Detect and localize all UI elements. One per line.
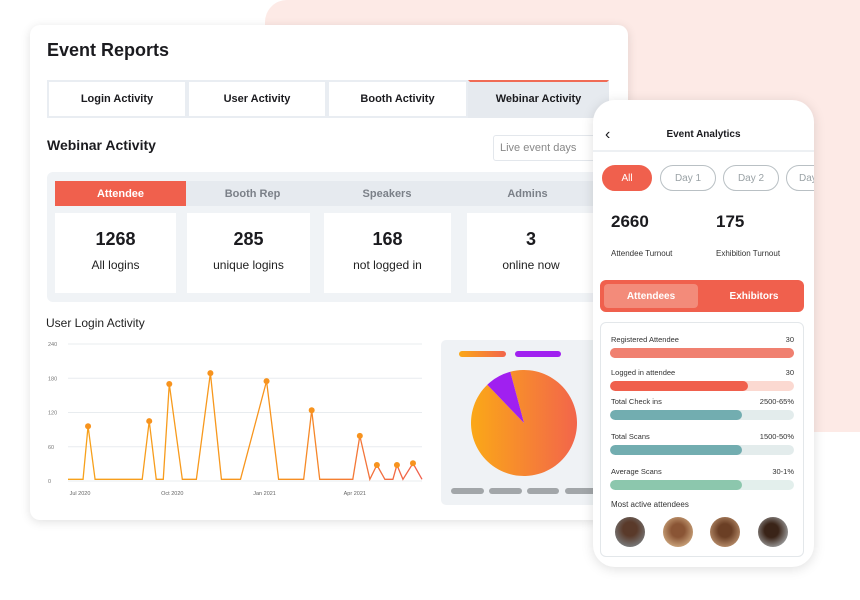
metric-label: Registered Attendee (611, 335, 679, 344)
avatar[interactable] (758, 517, 788, 547)
pie-slice (487, 371, 524, 423)
stat-value: 285 (233, 229, 264, 249)
metric-progress-bar (610, 348, 794, 358)
stat-value: 1268 (95, 229, 136, 249)
metric-value: 30-1% (772, 467, 794, 476)
user-login-line-chart: 0 60 120 180 240 Jul 2020 Oct 2020 Jan 2021 Apr … (48, 342, 423, 497)
toggle-attendees[interactable]: Attendees (604, 284, 698, 308)
metric-progress-bar (610, 381, 794, 391)
toggle-exhibitors[interactable]: Exhibitors (729, 290, 779, 302)
y-tick-label: 60 (48, 445, 54, 451)
metric-label: Average Scans (611, 467, 662, 476)
stat-card: 168 not logged in (324, 213, 451, 293)
most-active-label: Most active attendees (611, 500, 689, 509)
x-tick-label: Jul 2020 (70, 491, 91, 497)
tab-webinar-activity[interactable]: Webinar Activity (468, 80, 609, 118)
y-tick-label: 120 (48, 411, 57, 417)
data-point (263, 378, 270, 385)
stat-card: 1268 All logins (55, 213, 176, 293)
x-tick-label: Oct 2020 (161, 491, 183, 497)
metric-progress-bar (610, 480, 794, 490)
metrics-card (600, 322, 804, 557)
stat-card: 285 unique logins (187, 213, 310, 293)
dropdown-value: Live event days (500, 142, 577, 154)
avatar[interactable] (615, 517, 645, 547)
metric-value: 30 (785, 335, 794, 344)
data-point (166, 380, 173, 387)
tab-login-activity[interactable]: Login Activity (47, 80, 187, 118)
x-tick-label: Jan 2021 (253, 491, 276, 497)
label-placeholder (451, 488, 484, 494)
avatar[interactable] (710, 517, 740, 547)
attendee-turnout-value: 2660 (611, 212, 649, 231)
metric-value: 30 (785, 368, 794, 377)
stat-label: All logins (91, 258, 140, 272)
pill-day-3[interactable]: Day 3 (786, 165, 814, 191)
metric-label: Total Scans (611, 432, 650, 441)
y-tick-label: 180 (48, 376, 57, 382)
legend-swatch-purple (515, 351, 561, 357)
stat-label: not logged in (353, 258, 422, 272)
metric-value: 2500-65% (759, 397, 794, 406)
exhibition-turnout-value: 175 (716, 212, 745, 231)
attendee-turnout-label: Attendee Turnout (611, 249, 673, 258)
data-point (409, 460, 416, 467)
metric-label: Total Check ins (611, 397, 662, 406)
metric-value: 1500-50% (759, 432, 794, 441)
tab-booth-activity[interactable]: Booth Activity (327, 80, 468, 118)
metric-progress-bar (610, 445, 794, 455)
metric-progress-fill (610, 381, 748, 391)
page-title: Event Reports (47, 40, 170, 60)
metric-progress-bar (610, 410, 794, 420)
avatar[interactable] (663, 517, 693, 547)
data-point (308, 407, 315, 414)
tab-user-activity[interactable]: User Activity (187, 80, 327, 118)
data-point (146, 418, 153, 425)
phone-title: Event Analytics (666, 129, 741, 140)
stat-card: 3 online now (467, 213, 595, 293)
metric-progress-fill (610, 410, 743, 420)
metric-progress-fill (610, 445, 743, 455)
login-series-line (68, 373, 423, 482)
pill-all[interactable]: All (602, 165, 652, 191)
pie-chart (451, 351, 598, 494)
data-point (356, 432, 363, 439)
stat-label: unique logins (213, 258, 284, 272)
subtab-attendee[interactable]: Attendee (55, 181, 186, 206)
label-placeholder (527, 488, 559, 494)
pill-day-2[interactable]: Day 2 (723, 165, 779, 191)
data-point (207, 370, 214, 377)
label-placeholder (565, 488, 598, 494)
label-placeholder (489, 488, 522, 494)
data-point (373, 462, 380, 469)
divider (593, 150, 814, 152)
subtab-admins[interactable]: Admins (455, 181, 600, 206)
subtab-booth-rep[interactable]: Booth Rep (186, 181, 319, 206)
mobile-analytics-phone: ‹ Event Analytics All Day 1 Day 2 Day 3 … (593, 100, 814, 567)
subtab-speakers[interactable]: Speakers (319, 181, 455, 206)
metric-progress-fill (610, 348, 794, 358)
back-chevron-icon[interactable]: ‹ (605, 126, 611, 143)
data-point (85, 423, 92, 430)
stat-label: online now (502, 258, 560, 272)
y-tick-label: 240 (48, 342, 57, 348)
chart-title: User Login Activity (46, 316, 145, 330)
legend-swatch-orange (459, 351, 506, 357)
data-point (393, 462, 400, 469)
stat-value: 3 (525, 229, 536, 249)
stat-value: 168 (372, 229, 403, 249)
x-tick-label: Apr 2021 (344, 491, 366, 497)
metric-progress-fill (610, 480, 743, 490)
pill-day-1[interactable]: Day 1 (660, 165, 716, 191)
section-title: Webinar Activity (47, 137, 156, 153)
y-tick-label: 0 (48, 479, 51, 485)
exhibition-turnout-label: Exhibition Turnout (716, 249, 781, 258)
metric-label: Logged in attendee (611, 368, 676, 377)
